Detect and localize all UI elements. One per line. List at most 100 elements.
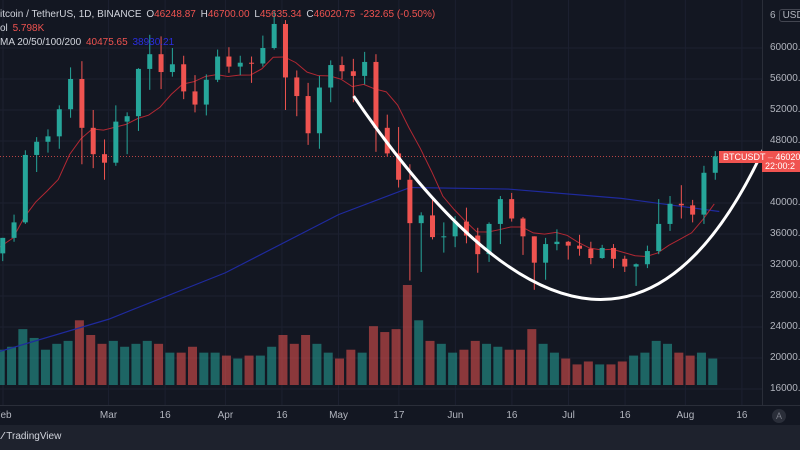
candle-body bbox=[316, 87, 322, 134]
candle-body bbox=[509, 199, 515, 219]
candle-body bbox=[588, 248, 594, 259]
volume-bar bbox=[255, 355, 265, 385]
volume-bar bbox=[142, 340, 152, 385]
cup-curve-annotation bbox=[352, 95, 762, 301]
candle-body bbox=[418, 215, 424, 224]
volume-bar bbox=[278, 335, 288, 385]
candle-body bbox=[543, 244, 549, 263]
candle-body bbox=[430, 215, 436, 238]
time-tick-label: Jun bbox=[447, 410, 464, 421]
candle-body bbox=[633, 264, 639, 267]
time-tick-label: Jul bbox=[562, 410, 575, 421]
candle-body bbox=[328, 65, 334, 88]
volume-bar bbox=[606, 364, 616, 385]
volume-bar bbox=[425, 340, 435, 385]
volume-bar bbox=[663, 343, 673, 385]
candle-body bbox=[565, 241, 571, 246]
currency-label: USDT bbox=[778, 9, 800, 22]
volume-bar bbox=[0, 349, 5, 385]
candle-body bbox=[79, 79, 85, 128]
volume-bar bbox=[583, 361, 593, 385]
candle-body bbox=[667, 203, 673, 224]
volume-bar bbox=[504, 349, 514, 385]
auto-scale-button[interactable]: A bbox=[772, 409, 786, 423]
bar-countdown: 22:00:2 bbox=[762, 160, 800, 172]
price-chart[interactable] bbox=[0, 0, 762, 405]
candle-body bbox=[531, 236, 537, 263]
time-tick-label: 17 bbox=[393, 410, 405, 421]
time-axis[interactable]: A Feb Mar 16 Apr 16 May 17 Jun 16 Jul 16 Aug 16 bbox=[0, 405, 800, 425]
candle-body bbox=[215, 56, 221, 80]
volume-bar bbox=[267, 346, 277, 385]
volume-bar bbox=[301, 335, 311, 385]
low-label: L bbox=[254, 9, 260, 20]
legend-volume: ol 5.798K bbox=[0, 23, 44, 34]
candle-body bbox=[203, 79, 209, 105]
volume-bar bbox=[188, 346, 197, 385]
candle-body bbox=[0, 237, 6, 254]
volume-bar bbox=[696, 352, 706, 385]
price-tick-label: 32000.00 bbox=[770, 259, 800, 270]
volume-bar bbox=[685, 355, 695, 385]
volume-bar bbox=[120, 346, 130, 385]
price-tick-label: 36000.00 bbox=[770, 228, 800, 239]
candle-body bbox=[237, 62, 243, 67]
candle-body bbox=[520, 218, 526, 237]
ma-red-line bbox=[0, 56, 715, 257]
candle-body bbox=[56, 109, 62, 137]
volume-bar bbox=[131, 343, 141, 385]
candle-body bbox=[486, 223, 492, 255]
currency-selector[interactable]: 6USDT bbox=[770, 9, 800, 22]
candle-body bbox=[701, 172, 707, 215]
candle-body bbox=[113, 121, 119, 163]
volume-label: ol bbox=[0, 23, 8, 34]
volume-bar bbox=[651, 340, 661, 385]
legend-ma: MA 20/50/100/200 40475.65 38930.21 bbox=[0, 37, 174, 48]
volume-bar bbox=[63, 340, 73, 385]
time-tick-label: Mar bbox=[99, 410, 118, 421]
volume-bar bbox=[210, 352, 220, 385]
candle-body bbox=[396, 153, 402, 180]
close-label: C bbox=[306, 9, 314, 20]
candle-body bbox=[712, 156, 718, 173]
last-price-symbol: BTCUSDT bbox=[723, 152, 766, 162]
volume-bar bbox=[674, 352, 684, 385]
time-tick-label: 16 bbox=[619, 410, 631, 421]
price-axis[interactable]: 6USDT 60000.00 56000.00 52000.00 48000.00 40… bbox=[762, 0, 800, 405]
volume-bar bbox=[549, 352, 559, 385]
open-value: 46248.87 bbox=[154, 9, 196, 20]
price-tick-label: 24000.00 bbox=[770, 321, 800, 332]
candle-body bbox=[339, 65, 345, 72]
candle-body bbox=[45, 136, 51, 142]
candle-body bbox=[34, 141, 40, 155]
candle-body bbox=[124, 116, 130, 122]
candle-body bbox=[11, 222, 17, 238]
open-label: O bbox=[146, 9, 155, 20]
price-tick-label: 48000.00 bbox=[770, 135, 800, 146]
candle-body bbox=[610, 247, 616, 259]
candle-body bbox=[282, 23, 288, 78]
volume-bar bbox=[176, 352, 186, 385]
price-tick-label: 40000.00 bbox=[770, 197, 800, 208]
volume-bar bbox=[335, 358, 345, 385]
volume-bar bbox=[708, 358, 718, 385]
candle-body bbox=[452, 221, 458, 237]
time-tick-label: Aug bbox=[676, 410, 695, 421]
volume-bar bbox=[515, 349, 525, 385]
ma-red-value: 40475.65 bbox=[85, 37, 128, 48]
volume-bar bbox=[470, 340, 480, 385]
ma-label: MA 20/50/100/200 bbox=[0, 37, 82, 48]
close-value: 46020.75 bbox=[313, 9, 356, 20]
volume-bar bbox=[323, 352, 333, 385]
candle-body bbox=[260, 48, 266, 64]
volume-bar bbox=[595, 364, 605, 385]
price-tick-label: 16000.00 bbox=[770, 383, 800, 394]
candle-body bbox=[271, 23, 277, 48]
volume-bar bbox=[7, 346, 17, 385]
candle-body bbox=[181, 64, 187, 92]
time-tick-label: Apr bbox=[217, 410, 234, 421]
volume-bar bbox=[97, 343, 107, 385]
last-price-value: 46020.7 bbox=[775, 152, 800, 162]
candle-body bbox=[350, 71, 356, 76]
candle-body bbox=[192, 91, 198, 105]
